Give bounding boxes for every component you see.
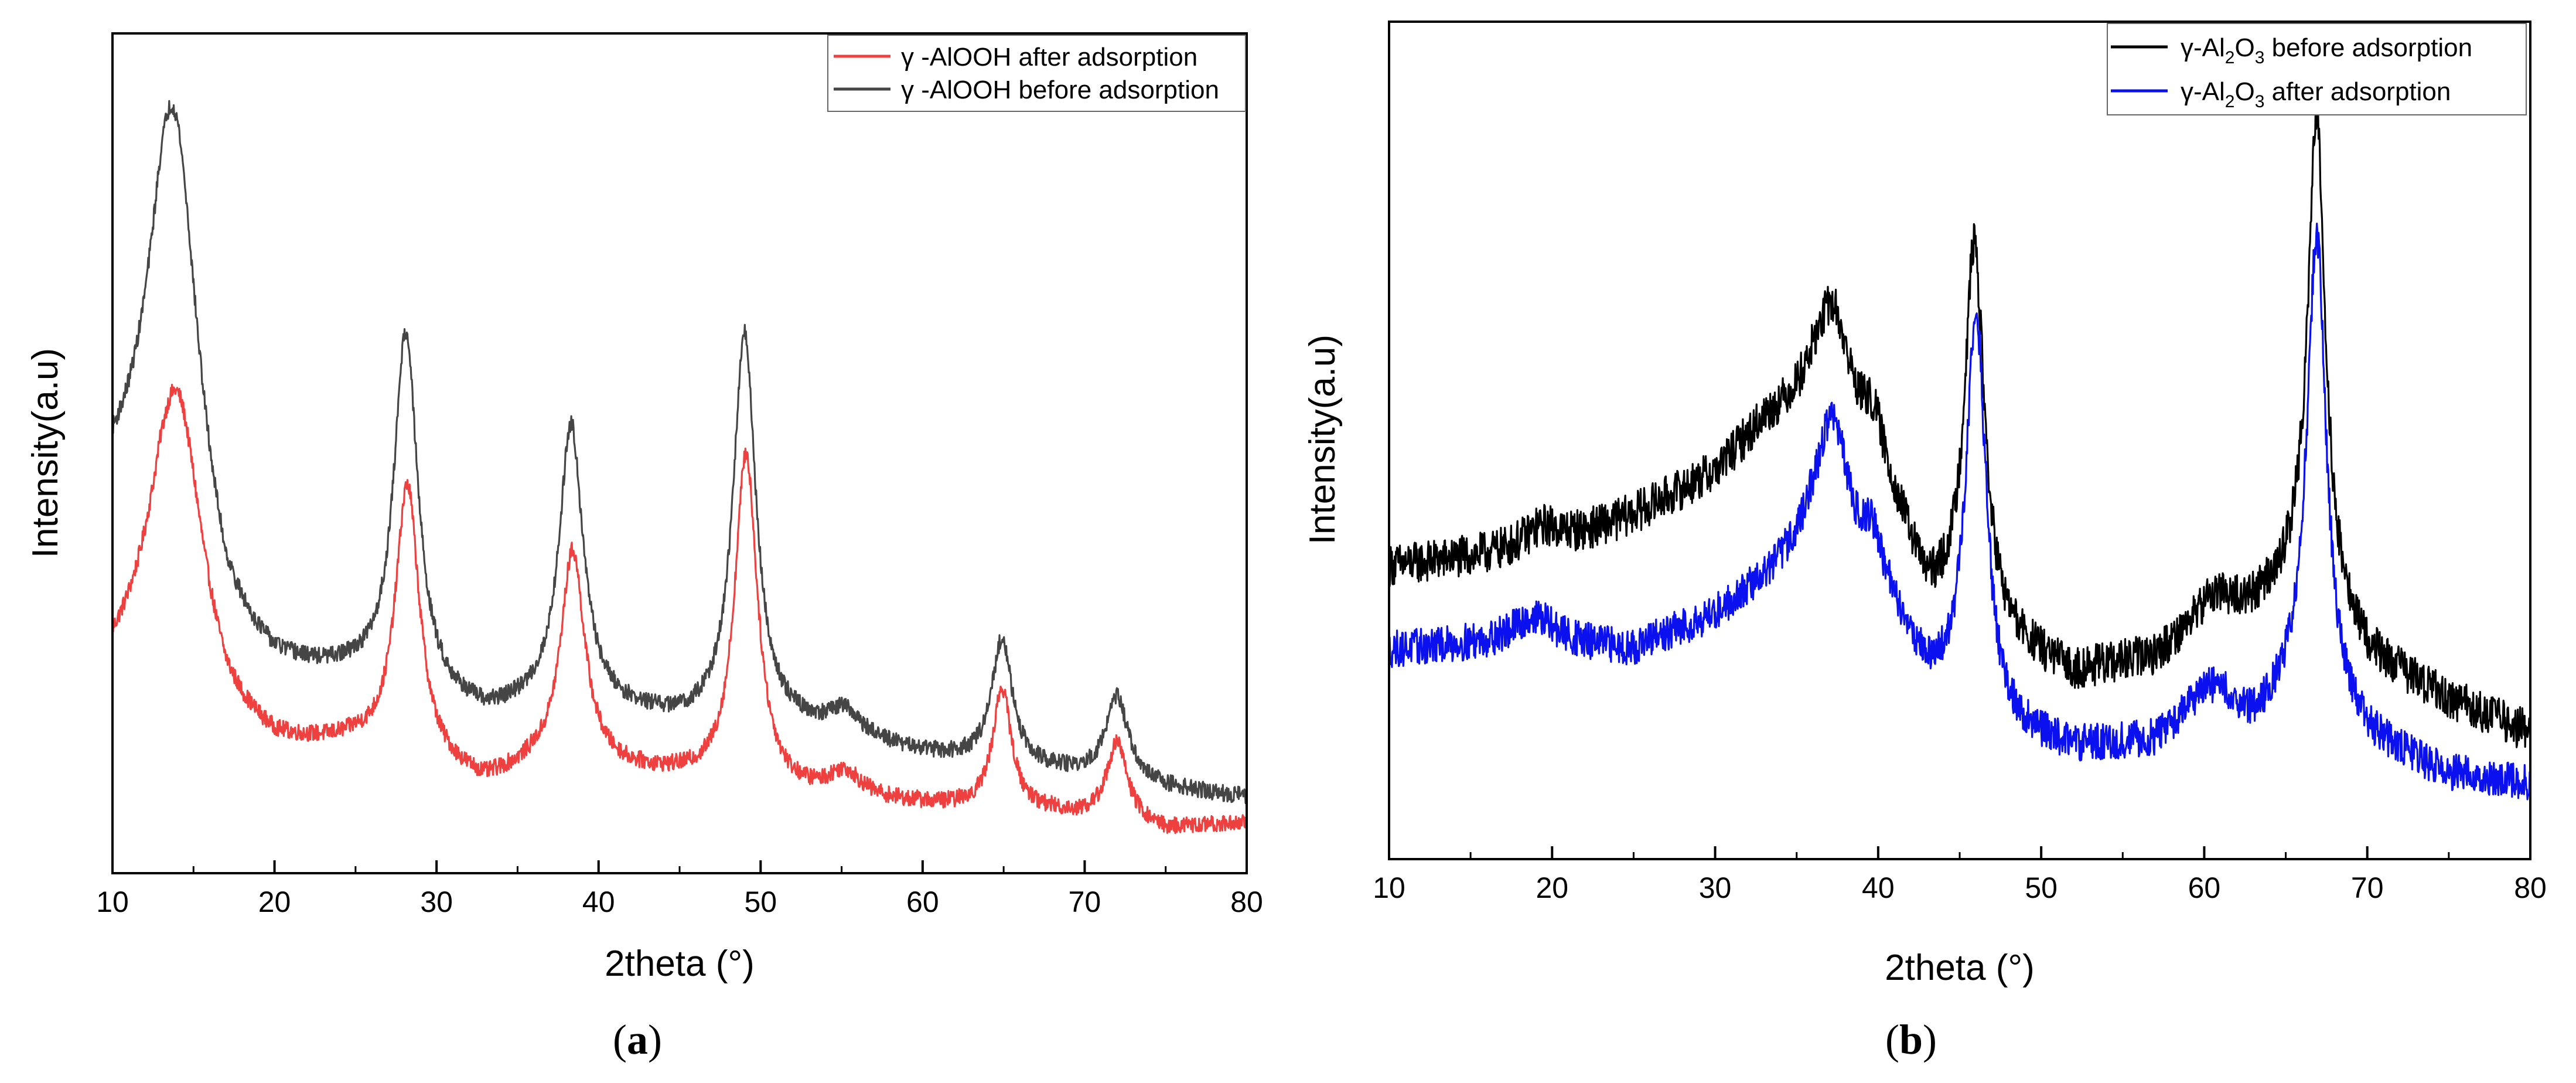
panel-a-x-tick-label-40: 40 — [582, 886, 615, 918]
panel-a-legend-label-before: γ -AlOOH before adsorption — [901, 76, 1219, 104]
panel-b-x-tick-label-40: 40 — [1862, 871, 1895, 904]
panel-b: 10 20 30 40 50 60 70 80 2theta (°) Intensity(a.… — [1302, 21, 2547, 1063]
panel-b-x-tick-label-80: 80 — [2514, 871, 2547, 904]
panel-b-legend-box — [2107, 23, 2527, 115]
panel-a-series-line-0 — [111, 383, 1248, 835]
panel-b-x-axis-label: 2theta (°) — [1885, 948, 2035, 988]
panel-b-x-ticks: 10 20 30 40 50 60 70 80 — [1373, 846, 2547, 904]
panel-b-legend-before-sub2: 3 — [2255, 48, 2265, 67]
panel-b-caption-label: (b) — [1885, 1016, 1937, 1063]
panel-b-x-tick-label-50: 50 — [2025, 871, 2058, 904]
panel-a-x-tick-label-30: 30 — [420, 886, 453, 918]
panel-a-caption-close: ) — [648, 1016, 662, 1063]
panel-a-x-tick-label-80: 80 — [1230, 886, 1263, 918]
panel-a-legend-box — [827, 35, 1246, 112]
panel-b-legend-before-sub1: 2 — [2225, 48, 2235, 67]
panel-a-x-tick-label-50: 50 — [744, 886, 777, 918]
panel-b-caption-close: ) — [1923, 1016, 1937, 1063]
panel-b-caption-open: ( — [1885, 1016, 1899, 1063]
panel-b-x-tick-label-20: 20 — [1536, 871, 1568, 904]
panel-a-caption-open: ( — [613, 1016, 627, 1063]
panel-b-series-group — [1388, 98, 2531, 801]
panel-a-series-group — [111, 100, 1248, 835]
panel-b-legend-label-before: γ-Al2O3 before adsorption — [2181, 33, 2472, 67]
panel-b-series-line-0 — [1388, 98, 2531, 748]
panel-b-series-line-1 — [1388, 222, 2531, 801]
panel-a-y-axis-label: Intensity(a.u) — [25, 348, 66, 558]
panel-b-caption-letter: b — [1899, 1016, 1923, 1063]
panel-b-y-axis-label: Intensity(a.u) — [1302, 335, 1343, 544]
panel-a-x-tick-label-60: 60 — [906, 886, 939, 918]
panel-a-legend: γ -AlOOH after adsorption γ -AlOOH befor… — [827, 35, 1246, 112]
panel-b-legend-after-pre: γ-Al — [2181, 77, 2225, 106]
panel-a-x-tick-label-70: 70 — [1069, 886, 1101, 918]
panel-b-x-tick-label-30: 30 — [1699, 871, 1732, 904]
panel-b-legend-after-sub2: 3 — [2255, 92, 2265, 111]
panel-b-x-tick-label-60: 60 — [2188, 871, 2221, 904]
panel-a-x-axis-label: 2theta (°) — [605, 944, 755, 984]
panel-a-caption-label: (a) — [613, 1016, 662, 1063]
panel-b-x-tick-label-10: 10 — [1373, 871, 1405, 904]
panel-b-x-tick-label-70: 70 — [2351, 871, 2384, 904]
panel-b-legend-after-sub1: 2 — [2225, 92, 2235, 111]
panel-b-legend-after-post: after adsorption — [2264, 77, 2451, 106]
panel-a-x-tick-label-20: 20 — [258, 886, 291, 918]
panel-b-legend-before-pre: γ-Al — [2181, 33, 2225, 62]
panel-a-caption-letter: a — [627, 1016, 648, 1063]
panel-a-series-line-1 — [111, 100, 1248, 805]
panel-b-legend-before-post: before adsorption — [2264, 33, 2472, 62]
panel-a-x-tick-label-10: 10 — [96, 886, 129, 918]
panel-a-x-ticks: 10 20 30 40 50 60 70 80 — [96, 860, 1263, 918]
panel-b-legend-before-mid: O — [2234, 33, 2254, 62]
panel-b-legend-after-mid: O — [2234, 77, 2254, 106]
panel-a: 10 20 30 40 50 60 70 80 2theta (°) Intensity(a.… — [25, 32, 1263, 1063]
panel-b-legend-label-after: γ-Al2O3 after adsorption — [2181, 77, 2451, 111]
panel-b-legend: γ-Al2O3 before adsorption γ-Al2O3 after … — [2107, 23, 2527, 115]
panel-a-legend-label-after: γ -AlOOH after adsorption — [901, 43, 1197, 71]
